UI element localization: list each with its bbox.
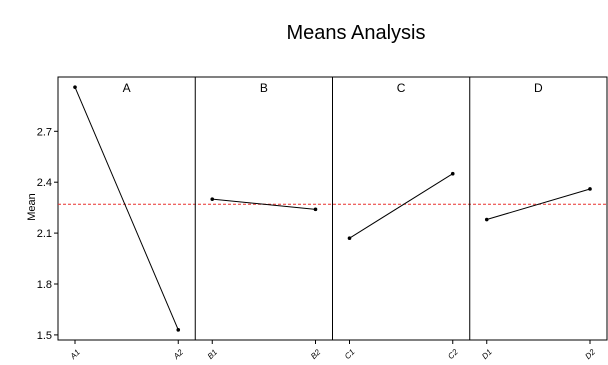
data-point-c2 <box>450 171 455 176</box>
y-axis-label: Mean <box>26 193 38 221</box>
series-line-d <box>486 188 591 221</box>
data-point-d1 <box>484 217 489 222</box>
y-tick-label: 2.1 <box>37 228 52 240</box>
panel-title-c: C <box>397 81 406 95</box>
x-tick-label-a1: A1 <box>68 348 82 362</box>
x-tick-label-b1: B1 <box>206 348 219 361</box>
data-point-a2 <box>176 328 181 332</box>
chart-title: Means Analysis <box>287 22 426 44</box>
data-point-a1 <box>73 85 77 89</box>
y-tick-label: 1.8 <box>37 279 52 291</box>
y-tick-label: 2.4 <box>37 177 52 189</box>
y-tick-label: 1.5 <box>37 330 52 342</box>
series-line-c <box>349 173 454 239</box>
x-tick-label-b2: B2 <box>309 347 323 361</box>
plot-area: 1.5 1.8 2.1 2.4 2.7 A A1 A2 B B1 B2 C C1 C2 D D1 D2 <box>37 76 608 362</box>
x-tick-label-c1: C1 <box>343 347 357 361</box>
x-tick-label-a2: A2 <box>171 347 185 361</box>
data-point-c1 <box>347 236 352 240</box>
x-tick-label-c2: C2 <box>446 347 460 361</box>
x-tick-label-d1: D1 <box>480 347 494 361</box>
x-tick-label-d2: D2 <box>583 347 597 361</box>
panel-title-a: A <box>123 81 131 95</box>
y-tick-label: 2.7 <box>37 126 52 138</box>
data-point-b1 <box>210 197 215 201</box>
series-line-b <box>212 198 316 210</box>
panel-title-b: B <box>260 81 268 95</box>
data-point-d2 <box>588 187 592 191</box>
panel-title-d: D <box>534 81 543 95</box>
data-point-b2 <box>313 207 318 212</box>
series-line-a <box>74 86 179 331</box>
